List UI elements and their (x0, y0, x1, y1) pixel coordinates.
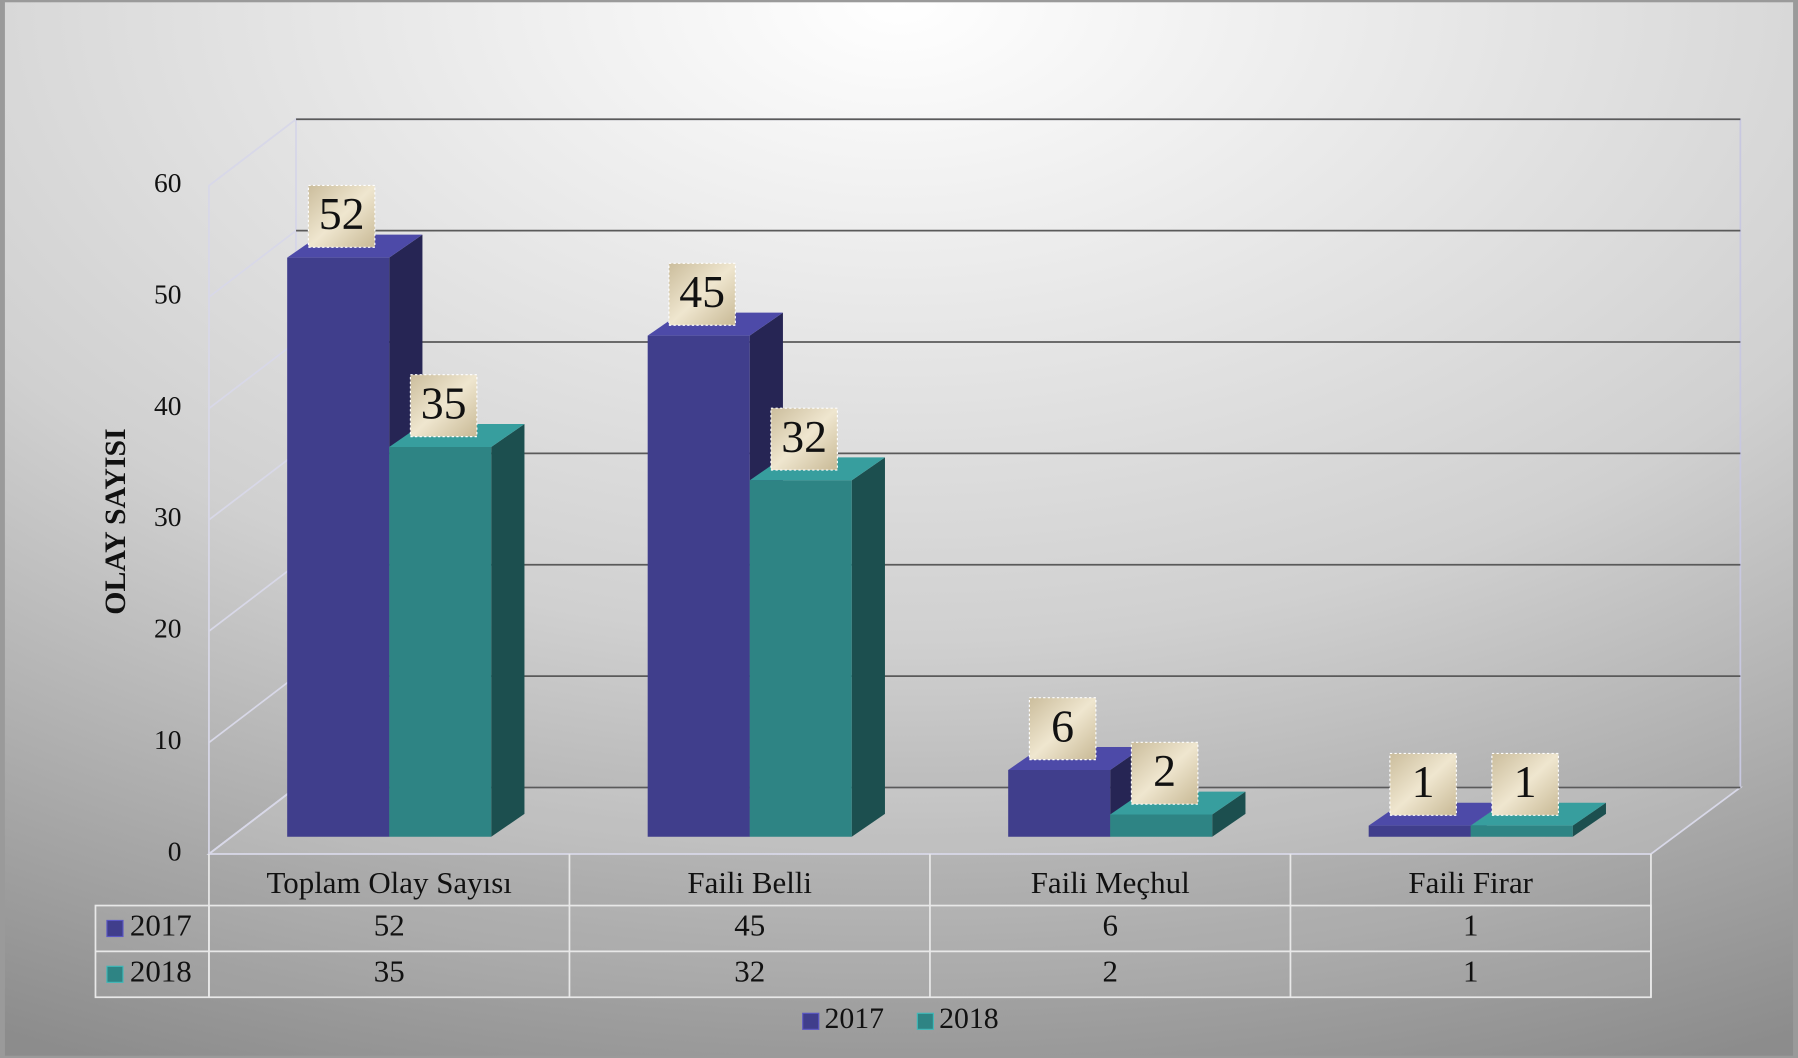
bar-front (1470, 825, 1573, 837)
data-label: 45 (679, 266, 725, 317)
table-series-name: 2017 (130, 908, 192, 943)
data-label: 2 (1153, 745, 1176, 796)
bar-side (851, 457, 885, 837)
table-series-name: 2018 (130, 953, 192, 988)
y-axis-label: OLAY SAYISI (99, 428, 132, 614)
grid-line (208, 118, 297, 187)
bar-front (1008, 769, 1111, 837)
legend-label: 2017 (824, 1002, 884, 1035)
data-label-box (1389, 752, 1457, 816)
data-label-box (1491, 752, 1559, 816)
y-tick-label: 50 (154, 278, 182, 309)
legend-key (916, 1012, 934, 1030)
data-label-box (1028, 697, 1097, 761)
data-label: 35 (421, 377, 467, 428)
table-value: 2 (1102, 953, 1117, 988)
data-label-box (668, 262, 736, 326)
bar-side (1212, 791, 1246, 837)
data-label: 1 (1514, 756, 1537, 807)
data-label-box (1130, 741, 1199, 805)
data-label: 32 (781, 411, 827, 462)
table-value: 45 (734, 908, 765, 943)
y-tick-label: 0 (168, 835, 182, 866)
y-tick-label: 40 (154, 390, 182, 421)
data-label-box (770, 407, 838, 471)
bar-front (749, 480, 852, 837)
bar-side (491, 424, 525, 837)
table-value: 1 (1463, 908, 1478, 943)
y-tick-label: 60 (154, 167, 182, 198)
bar (389, 424, 525, 837)
grid-line (208, 675, 297, 744)
table-key (106, 919, 124, 938)
table-value: 32 (734, 953, 765, 988)
legend-label: 2018 (939, 1002, 999, 1035)
table-value: 6 (1102, 908, 1117, 943)
legend-key (802, 1012, 820, 1030)
table-key (106, 965, 124, 983)
y-tick-label: 10 (154, 724, 182, 755)
grid-line (208, 452, 297, 521)
data-label: 6 (1051, 700, 1074, 751)
bar-front (647, 335, 750, 837)
y-tick-label: 30 (154, 501, 182, 532)
data-label: 1 (1412, 756, 1435, 807)
x-tick-label: Faili Firar (1408, 865, 1533, 900)
table-value: 35 (374, 953, 405, 988)
y-tick-label: 20 (154, 613, 182, 644)
table-value: 52 (374, 908, 405, 943)
bar-front (287, 257, 390, 837)
x-tick-label: Faili Meçhul (1031, 865, 1190, 900)
data-label-box (409, 374, 478, 438)
grid-line (208, 229, 297, 298)
bar (749, 457, 885, 837)
x-tick-label: Faili Belli (687, 865, 812, 900)
grid-line (208, 786, 297, 855)
data-label: 52 (319, 188, 365, 239)
bar-side (1572, 802, 1606, 837)
grid-line (208, 341, 297, 410)
bar-front (389, 446, 492, 837)
data-label-box (307, 184, 376, 248)
bar-front (1368, 825, 1471, 837)
bar-front (1110, 814, 1213, 837)
x-tick-label: Toplam Olay Sayısı (267, 865, 512, 900)
grid-line (208, 564, 297, 632)
table-value: 1 (1463, 953, 1478, 988)
